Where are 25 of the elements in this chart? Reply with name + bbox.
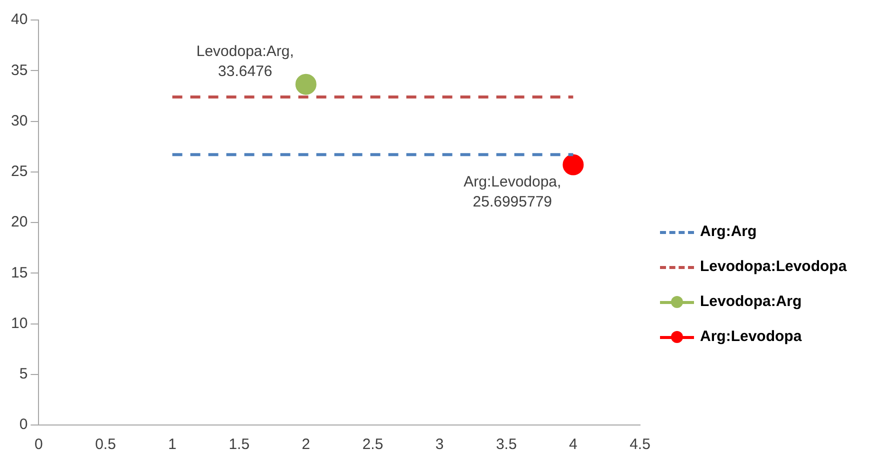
legend-label: Arg:Levodopa bbox=[700, 328, 802, 345]
x-tick-label: 3.5 bbox=[496, 436, 517, 454]
y-tick-label: 25 bbox=[10, 163, 28, 180]
x-tick-label: 1 bbox=[168, 436, 176, 454]
x-tick-label: 3 bbox=[435, 436, 444, 454]
x-tick-label: 2.5 bbox=[362, 436, 384, 454]
x-tick-label: 2 bbox=[302, 436, 310, 454]
y-tick-label: 0 bbox=[19, 416, 28, 434]
y-tick-label: 40 bbox=[10, 11, 28, 28]
x-tick-label: 4.5 bbox=[630, 436, 650, 454]
y-tick-label: 20 bbox=[10, 214, 28, 231]
y-tick-label: 30 bbox=[10, 112, 28, 130]
annotation: Levodopa:Arg, 33.6476 bbox=[196, 42, 294, 80]
legend-label: Arg:Arg bbox=[700, 223, 757, 240]
y-tick-label: 10 bbox=[10, 314, 28, 332]
y-tick-label: 35 bbox=[10, 62, 28, 79]
x-tick-label: 0 bbox=[34, 436, 43, 454]
y-tick-label: 15 bbox=[10, 264, 28, 282]
annotation: Arg:Levodopa, 25.6995779 bbox=[464, 173, 562, 210]
x-tick-label: 0.5 bbox=[95, 436, 116, 454]
legend-label: Levodopa:Levodopa bbox=[700, 258, 847, 275]
x-tick-label: 4 bbox=[569, 436, 578, 454]
legend-label: Levodopa:Arg bbox=[700, 293, 802, 310]
y-tick-label: 5 bbox=[19, 366, 28, 383]
x-tick-label: 1.5 bbox=[228, 436, 250, 454]
